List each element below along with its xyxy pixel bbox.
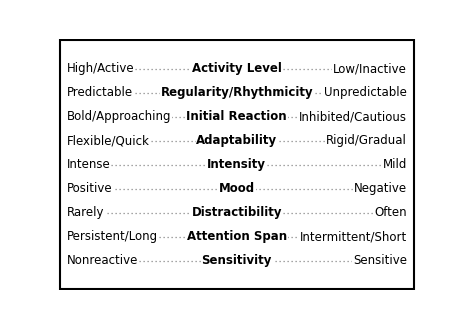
Text: Nonreactive: Nonreactive — [67, 254, 138, 267]
Text: Negative: Negative — [354, 182, 407, 195]
Text: Rarely: Rarely — [67, 206, 104, 219]
Text: Adaptability: Adaptability — [196, 134, 277, 147]
Text: Often: Often — [374, 206, 407, 219]
Text: Sensitive: Sensitive — [353, 254, 407, 267]
Text: Intensity: Intensity — [207, 158, 266, 171]
Text: Attention Span: Attention Span — [187, 230, 287, 243]
Text: Positive: Positive — [67, 182, 112, 195]
Text: High/Active: High/Active — [67, 62, 134, 75]
Text: Unpredictable: Unpredictable — [324, 86, 407, 99]
Text: Intermittent/Short: Intermittent/Short — [299, 230, 407, 243]
FancyBboxPatch shape — [60, 40, 414, 289]
Text: Predictable: Predictable — [67, 86, 133, 99]
Text: Initial Reaction: Initial Reaction — [187, 110, 287, 123]
Text: Distractibility: Distractibility — [192, 206, 282, 219]
Text: Intense: Intense — [67, 158, 110, 171]
Text: Regularity/Rhythmicity: Regularity/Rhythmicity — [160, 86, 313, 99]
Text: Rigid/Gradual: Rigid/Gradual — [326, 134, 407, 147]
Text: Flexible/Quick: Flexible/Quick — [67, 134, 150, 147]
Text: Sensitivity: Sensitivity — [201, 254, 272, 267]
Text: Low/Inactive: Low/Inactive — [333, 62, 407, 75]
Text: Inhibited/Cautious: Inhibited/Cautious — [299, 110, 407, 123]
Text: Mood: Mood — [219, 182, 255, 195]
Text: Persistent/Long: Persistent/Long — [67, 230, 158, 243]
Text: Mild: Mild — [383, 158, 407, 171]
Text: Activity Level: Activity Level — [192, 62, 282, 75]
Text: Bold/Approaching: Bold/Approaching — [67, 110, 171, 123]
